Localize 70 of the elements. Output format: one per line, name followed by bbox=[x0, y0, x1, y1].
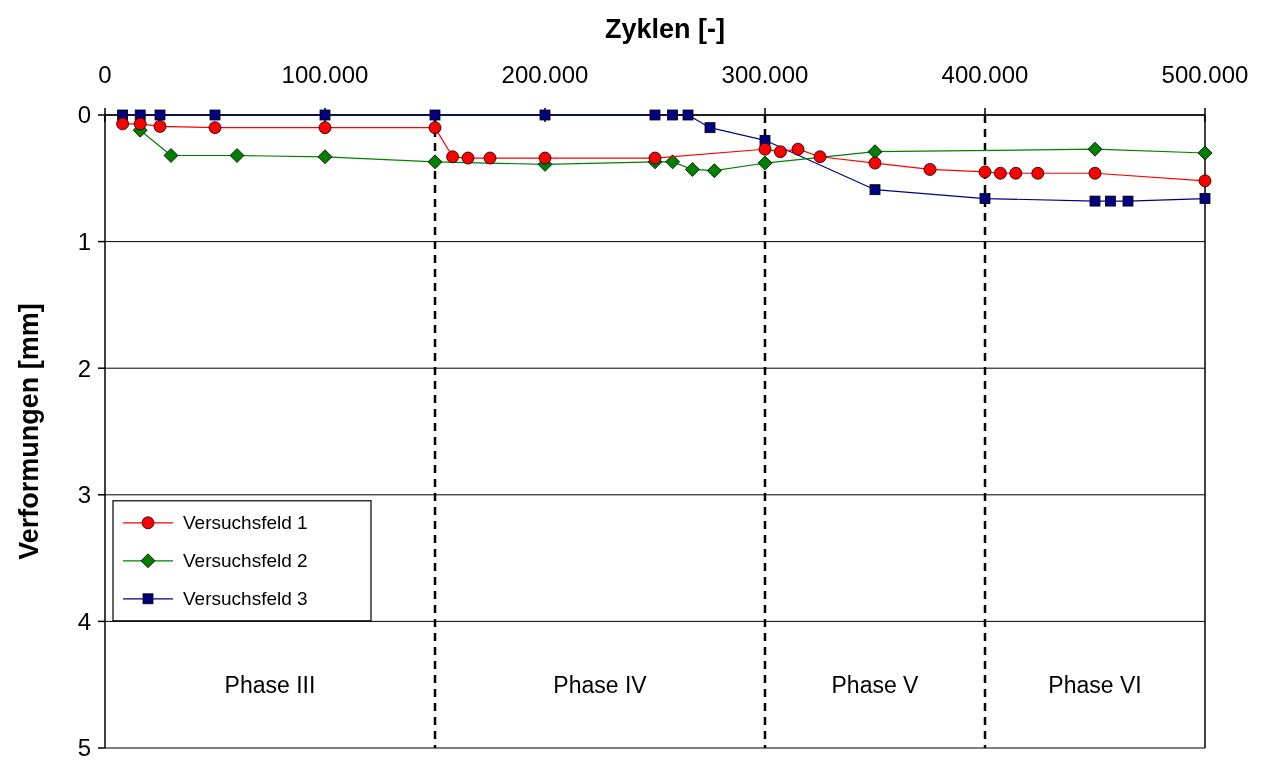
point bbox=[539, 109, 551, 121]
point bbox=[704, 122, 716, 134]
point bbox=[665, 154, 680, 170]
x-tick-label: 300.000 bbox=[721, 61, 809, 88]
y-tick-label: 1 bbox=[77, 228, 91, 255]
point bbox=[1087, 141, 1103, 157]
point bbox=[1199, 193, 1211, 204]
point bbox=[1105, 195, 1116, 207]
point bbox=[317, 149, 333, 165]
point bbox=[978, 165, 992, 179]
y-tick-label: 4 bbox=[77, 607, 91, 635]
annotation: Phase IV bbox=[553, 671, 648, 698]
point bbox=[994, 166, 1007, 180]
annotation: Phase V bbox=[831, 671, 920, 698]
point bbox=[979, 193, 991, 204]
legend-label: Versuchsfeld 2 bbox=[183, 550, 308, 572]
point bbox=[461, 151, 475, 165]
point bbox=[707, 163, 722, 179]
x-tick-label: 500.000 bbox=[1161, 61, 1249, 88]
point bbox=[685, 162, 700, 177]
point bbox=[163, 148, 179, 163]
annotation: Phase VI bbox=[1048, 671, 1142, 698]
point bbox=[869, 184, 881, 196]
point bbox=[133, 117, 147, 131]
y-tick-label: 2 bbox=[77, 354, 91, 382]
x-tick-label: 400.000 bbox=[941, 61, 1029, 88]
x-tick-label: 200.000 bbox=[501, 61, 589, 88]
y-tick-label: 5 bbox=[77, 734, 91, 762]
point bbox=[153, 119, 167, 133]
y-tick-label: 0 bbox=[77, 101, 91, 129]
point bbox=[682, 109, 694, 121]
point bbox=[1088, 166, 1102, 180]
point bbox=[648, 151, 662, 165]
legend-label: Versuchsfeld 3 bbox=[183, 588, 308, 610]
x-tick-label: 100.000 bbox=[281, 61, 369, 88]
point bbox=[868, 156, 882, 170]
point bbox=[429, 109, 441, 121]
y-axis-title: Verformungen [mm] bbox=[14, 303, 44, 560]
point bbox=[791, 142, 805, 156]
point bbox=[1198, 174, 1212, 188]
point bbox=[757, 155, 773, 171]
point bbox=[1197, 145, 1213, 161]
point bbox=[428, 121, 442, 135]
point bbox=[1031, 166, 1045, 180]
point bbox=[667, 109, 678, 121]
point bbox=[319, 109, 331, 121]
point bbox=[154, 109, 166, 121]
point bbox=[483, 151, 497, 165]
point bbox=[208, 121, 222, 135]
point bbox=[116, 117, 129, 131]
point bbox=[1009, 166, 1023, 180]
point bbox=[229, 148, 245, 163]
point bbox=[1089, 195, 1101, 207]
point bbox=[209, 109, 221, 121]
point bbox=[446, 150, 459, 164]
x-axis-title: Zyklen [-] bbox=[604, 14, 726, 44]
point bbox=[923, 163, 937, 176]
y-tick-label: 3 bbox=[77, 481, 91, 509]
annotation: Phase III bbox=[224, 671, 316, 698]
point bbox=[427, 154, 443, 170]
point bbox=[774, 145, 787, 159]
point bbox=[538, 151, 552, 165]
point bbox=[649, 109, 661, 121]
point bbox=[318, 121, 332, 135]
point bbox=[813, 150, 827, 164]
point bbox=[867, 144, 883, 160]
point bbox=[1122, 195, 1134, 207]
x-tick-label: 0 bbox=[98, 61, 112, 88]
point bbox=[758, 142, 772, 156]
legend-label: Versuchsfeld 1 bbox=[183, 512, 308, 534]
